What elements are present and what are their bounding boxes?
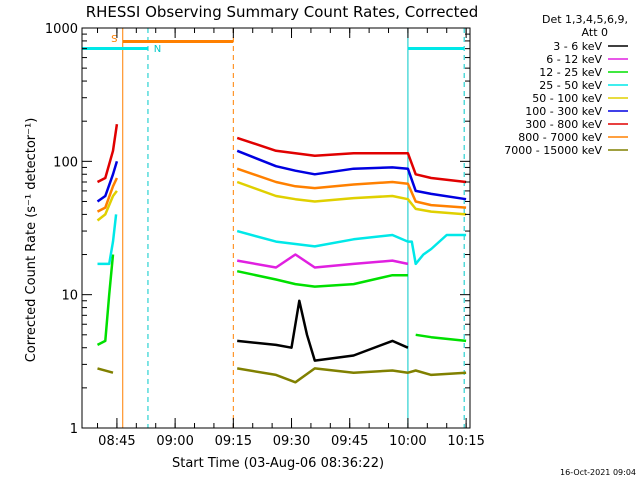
x-tick-label: 10:00: [389, 434, 426, 449]
series-line-25-50-kev: [97, 214, 467, 266]
legend-label: 3 - 6 keV: [553, 40, 602, 53]
legend-label: 25 - 50 keV: [539, 79, 602, 92]
legend-label: 6 - 12 keV: [546, 53, 602, 66]
x-tick-label: 08:45: [98, 434, 135, 449]
saa-bar: [122, 40, 234, 43]
series-line-12-25-kev: [96, 254, 467, 347]
y-axis-label: Corrected Count Rate (s⁻¹ detector⁻¹): [24, 118, 39, 363]
series-line-100-300-kev: [96, 149, 467, 203]
legend-label: 100 - 300 keV: [525, 105, 602, 118]
night-bar-2: [407, 47, 465, 50]
plot-area: S N 1 10 100 1000 08:45 09:00 09:15 09:30 09:45 10:…: [45, 22, 485, 449]
legend-header-line-2: Att 0: [582, 26, 608, 39]
series-line-300-800-kev: [96, 124, 467, 184]
y-tick-label: 100: [53, 155, 78, 170]
x-tick-label: 10:15: [447, 434, 484, 449]
plot-frame: [81, 27, 471, 429]
x-tick-label: 09:30: [273, 434, 310, 449]
series-line-6-12-kev: [236, 253, 409, 269]
series-line-3-6-kev: [237, 299, 409, 362]
legend-label: 50 - 100 keV: [532, 92, 602, 105]
x-tick-label: 09:00: [156, 434, 193, 449]
y-tick-label: 1: [70, 422, 78, 437]
x-axis-label: Start Time (03-Aug-06 08:36:22): [172, 456, 384, 471]
x-tick-label: 09:15: [215, 434, 252, 449]
legend-label: 800 - 7000 keV: [518, 131, 602, 144]
y-tick-label: 1000: [45, 22, 78, 37]
chart-title: RHESSI Observing Summary Count Rates, Co…: [86, 3, 479, 21]
y-tick-label: 10: [61, 289, 78, 304]
legend-label: 12 - 25 keV: [539, 66, 602, 79]
series-line-800-7000-kev: [96, 167, 467, 213]
legend-label: 300 - 800 keV: [525, 118, 602, 131]
night-bar: [82, 47, 148, 50]
legend-label: 7000 - 15000 keV: [504, 144, 602, 157]
legend-header-line-1: Det 1,3,4,5,6,9,: [542, 13, 628, 26]
night-label: N: [154, 44, 161, 55]
saa-label: S: [111, 34, 117, 45]
x-tick-label: 09:45: [331, 434, 368, 449]
series-line-50-100-kev: [96, 180, 467, 222]
footer-timestamp: 16-Oct-2021 09:04: [560, 468, 636, 477]
series-line-7000-15000-kev: [97, 367, 467, 384]
